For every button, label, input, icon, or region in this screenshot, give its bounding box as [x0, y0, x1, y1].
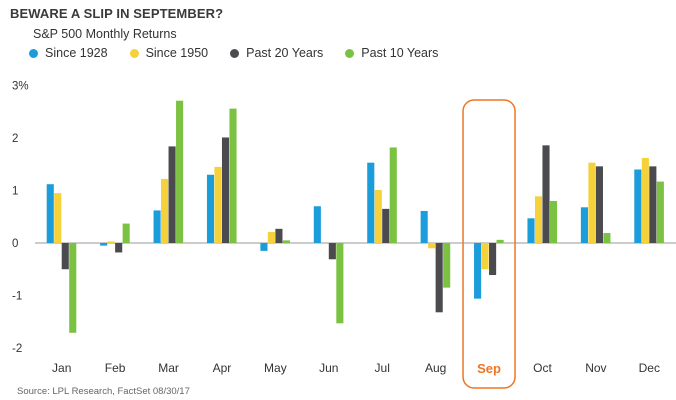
legend-swatch-past-10-years	[345, 48, 355, 58]
legend-label-since-1950: Since 1950	[145, 46, 209, 60]
chart-legend: Since 1928 Since 1950 Past 20 Years Past…	[29, 46, 460, 60]
bar-dec-since-1928	[634, 169, 642, 243]
bar-apr-since-1950	[214, 166, 222, 243]
legend-label-since-1928: Since 1928	[45, 46, 108, 60]
y-tick-label: -1	[12, 291, 22, 303]
x-tick-label: Apr	[213, 361, 232, 375]
bar-jul-since-1928	[367, 162, 375, 243]
chart-subtitle: S&P 500 Monthly Returns	[33, 27, 177, 41]
bar-mar-past-10-years	[176, 100, 184, 243]
bar-feb-since-1950	[107, 241, 115, 243]
legend-swatch-past-20-years	[230, 48, 240, 58]
y-tick-label: 3%	[12, 81, 29, 93]
bar-mar-past-20-years	[168, 146, 176, 243]
bar-jun-since-1928	[313, 206, 321, 243]
bar-sep-since-1950	[481, 243, 489, 270]
legend-label-past-10-years: Past 10 Years	[361, 46, 439, 60]
bar-jan-since-1950	[54, 193, 62, 243]
bar-nov-since-1928	[580, 207, 588, 243]
bar-aug-past-20-years	[435, 243, 443, 313]
bar-jan-past-20-years	[61, 243, 69, 270]
bar-jan-since-1928	[46, 184, 54, 243]
bar-jul-past-20-years	[382, 208, 390, 243]
legend-item-since-1950: Since 1950	[129, 46, 209, 60]
bar-feb-past-20-years	[115, 243, 123, 253]
x-tick-label: Oct	[533, 361, 552, 375]
x-tick-label: Aug	[425, 361, 446, 375]
bar-jun-past-10-years	[336, 243, 344, 324]
bar-dec-past-10-years	[656, 181, 664, 243]
x-tick-label: Sep	[477, 361, 501, 376]
legend-label-past-20-years: Past 20 Years	[246, 46, 324, 60]
bar-mar-since-1928	[153, 210, 161, 243]
x-tick-label: Nov	[585, 361, 606, 375]
bar-dec-since-1950	[641, 157, 649, 243]
bar-nov-past-10-years	[603, 233, 611, 243]
y-tick-label: 1	[12, 186, 18, 198]
bar-oct-past-20-years	[542, 145, 550, 243]
source-note: Source: LPL Research, FactSet 08/30/17	[17, 386, 190, 397]
bar-nov-since-1950	[588, 162, 596, 243]
bar-jun-past-20-years	[328, 243, 336, 260]
bar-feb-since-1928	[100, 243, 108, 246]
bar-jul-since-1950	[374, 189, 382, 243]
legend-item-past-20-years: Past 20 Years	[230, 46, 323, 60]
bar-oct-since-1928	[527, 218, 535, 243]
bar-jun-since-1950	[321, 243, 329, 245]
legend-item-past-10-years: Past 10 Years	[345, 46, 438, 60]
september-highlight-box	[462, 99, 516, 389]
x-tick-label: Dec	[639, 361, 660, 375]
bar-nov-past-20-years	[595, 166, 603, 243]
legend-item-since-1928: Since 1928	[29, 46, 108, 60]
bar-apr-past-10-years	[229, 108, 237, 243]
bar-jul-past-10-years	[389, 147, 397, 243]
x-tick-label: Feb	[105, 361, 126, 375]
x-tick-label: Jul	[375, 361, 390, 375]
y-tick-label: -2	[12, 343, 22, 355]
bar-dec-past-20-years	[649, 166, 657, 243]
bar-apr-past-20-years	[221, 137, 230, 243]
x-tick-label: Jun	[319, 361, 338, 375]
bar-feb-past-10-years	[122, 223, 130, 243]
bar-sep-past-20-years	[489, 243, 497, 276]
bar-aug-past-10-years	[443, 243, 451, 288]
bar-aug-since-1950	[428, 243, 436, 249]
x-tick-label: May	[264, 361, 287, 375]
bar-may-past-20-years	[275, 228, 283, 243]
bar-sep-past-10-years	[496, 239, 504, 243]
y-tick-label: 0	[12, 238, 18, 250]
bar-may-past-10-years	[282, 240, 290, 243]
bar-may-since-1950	[267, 231, 275, 243]
bar-may-since-1928	[260, 243, 268, 251]
x-tick-label: Jan	[52, 361, 71, 375]
bar-jan-past-10-years	[69, 243, 77, 333]
bar-aug-since-1928	[420, 210, 428, 243]
bar-mar-since-1950	[161, 178, 169, 243]
legend-swatch-since-1950	[129, 48, 139, 58]
chart-title: BEWARE A SLIP IN SEPTEMBER?	[10, 6, 224, 21]
bar-sep-since-1928	[474, 243, 482, 299]
bar-apr-since-1928	[206, 174, 215, 243]
legend-swatch-since-1928	[29, 48, 38, 58]
bar-oct-past-10-years	[549, 201, 558, 243]
x-tick-label: Mar	[158, 361, 179, 375]
bar-oct-since-1950	[534, 196, 543, 243]
y-tick-label: 2	[12, 133, 18, 145]
